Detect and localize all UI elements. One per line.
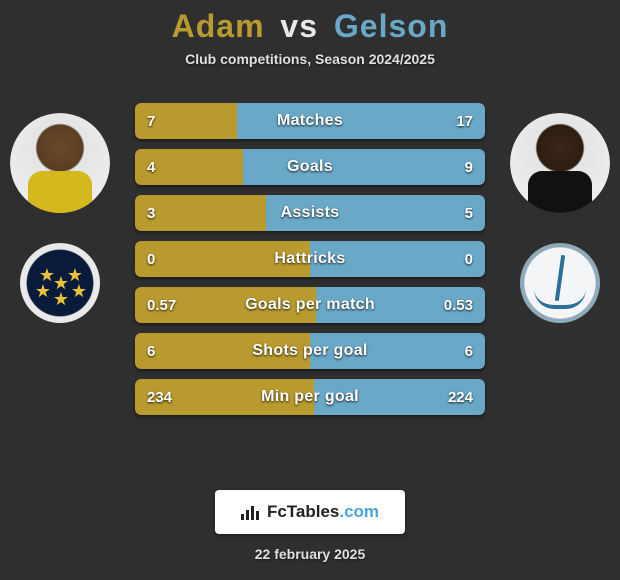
stat-value-right: 5 <box>453 195 485 231</box>
stat-value-left: 0.57 <box>135 287 188 323</box>
stage: Matches7 17 Goals4 9 Assists3 5 Hattricks0 0 Goa… <box>0 85 620 580</box>
player2-avatar <box>510 113 610 213</box>
player1-club-logo <box>20 243 100 323</box>
title-vs: vs <box>280 8 318 44</box>
stat-value-right: 17 <box>444 103 485 139</box>
stat-value-left: 7 <box>135 103 167 139</box>
comparison-card: Adam vs Gelson Club competitions, Season… <box>0 0 620 580</box>
stat-value-right: 0.53 <box>432 287 485 323</box>
stat-row: Hattricks0 0 <box>135 241 485 277</box>
stat-row: Min per goal234 224 <box>135 379 485 415</box>
title-player2: Gelson <box>334 8 448 44</box>
footer: FcTables.com 22 february 2025 <box>0 490 620 562</box>
stat-row: Matches7 17 <box>135 103 485 139</box>
stat-value-right: 0 <box>453 241 485 277</box>
title-player1: Adam <box>172 8 265 44</box>
stat-value-left: 6 <box>135 333 167 369</box>
subtitle: Club competitions, Season 2024/2025 <box>185 51 435 67</box>
player1-avatar <box>10 113 110 213</box>
stat-bars: Matches7 17 Goals4 9 Assists3 5 Hattricks0 0 Goa… <box>135 103 485 415</box>
stat-label: Min per goal <box>135 379 485 415</box>
stat-row: Assists3 5 <box>135 195 485 231</box>
title: Adam vs Gelson <box>172 8 449 45</box>
player2-club-logo <box>520 243 600 323</box>
player1-avatar-image <box>10 113 110 213</box>
club-badge-icon <box>520 243 600 323</box>
stat-label: Goals <box>135 149 485 185</box>
stat-value-right: 224 <box>436 379 485 415</box>
stat-value-left: 0 <box>135 241 167 277</box>
brand-badge: FcTables.com <box>215 490 405 534</box>
stat-row: Goals per match0.570.53 <box>135 287 485 323</box>
stat-label: Hattricks <box>135 241 485 277</box>
stat-label: Shots per goal <box>135 333 485 369</box>
stat-row: Shots per goal6 6 <box>135 333 485 369</box>
date: 22 february 2025 <box>255 546 366 562</box>
stat-label: Matches <box>135 103 485 139</box>
stat-row: Goals4 9 <box>135 149 485 185</box>
stat-value-left: 3 <box>135 195 167 231</box>
stat-value-left: 4 <box>135 149 167 185</box>
brand-chart-icon <box>241 504 259 520</box>
stat-label: Assists <box>135 195 485 231</box>
stat-value-left: 234 <box>135 379 184 415</box>
brand-name: FcTables.com <box>267 502 379 522</box>
player2-avatar-image <box>510 113 610 213</box>
stat-value-right: 9 <box>453 149 485 185</box>
club-badge-icon <box>20 243 100 323</box>
stat-value-right: 6 <box>453 333 485 369</box>
